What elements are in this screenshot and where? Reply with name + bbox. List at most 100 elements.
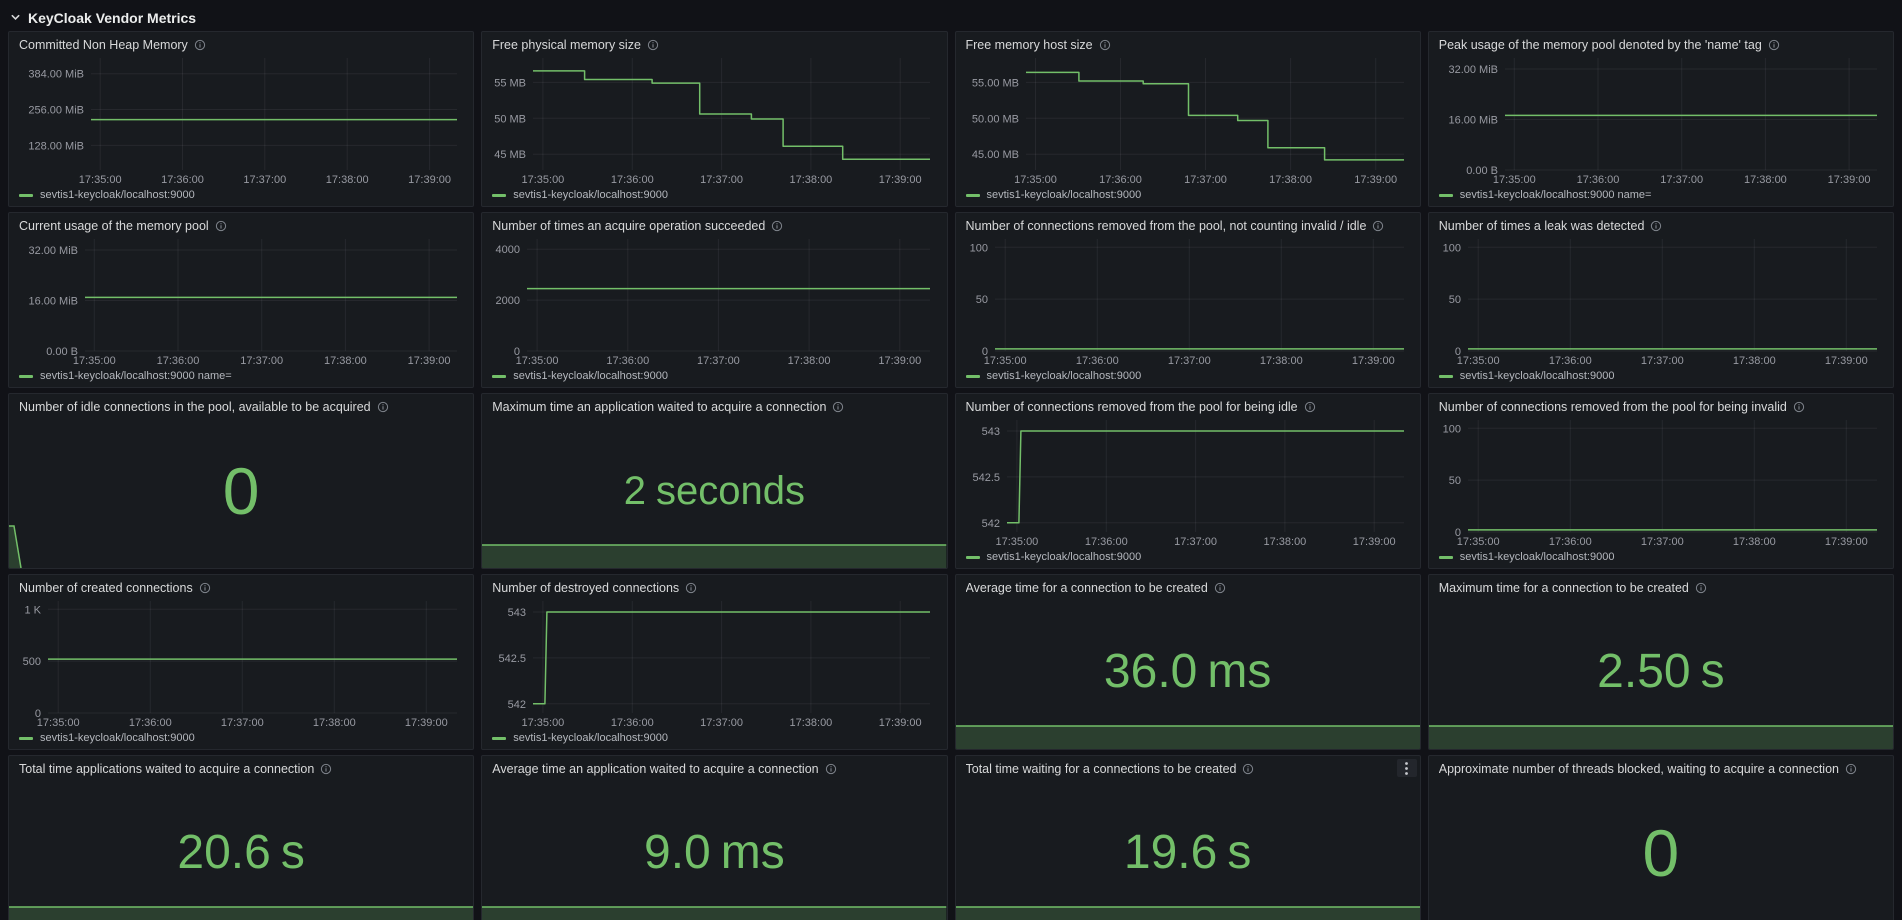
x-axis-labels: 17:35:00 17:36:00 17:37:00 17:38:00 17:39:00	[79, 174, 451, 186]
svg-text:17:35:00: 17:35:00	[73, 355, 116, 367]
legend-item[interactable]: sevtis1-keycloak/localhost:9000 name=	[17, 369, 465, 384]
info-icon[interactable]	[199, 582, 211, 594]
panel-title[interactable]: Number of connections removed from the p…	[965, 400, 1298, 414]
panel-title[interactable]: Maximum time for a connection to be crea…	[1438, 581, 1689, 595]
panel-title[interactable]: Number of connections removed from the p…	[965, 219, 1367, 233]
stat-value: 2 seconds	[624, 471, 805, 511]
svg-text:543: 543	[981, 426, 999, 438]
info-icon[interactable]	[1214, 582, 1226, 594]
svg-text:17:38:00: 17:38:00	[1733, 355, 1776, 367]
panel-title[interactable]: Current usage of the memory pool	[19, 219, 209, 233]
panel-title[interactable]: Total time waiting for a connections to …	[965, 762, 1237, 776]
info-icon[interactable]	[825, 763, 837, 775]
info-icon[interactable]	[1099, 39, 1111, 51]
info-icon[interactable]	[647, 39, 659, 51]
svg-text:17:39:00: 17:39:00	[408, 355, 451, 367]
panel-title[interactable]: Peak usage of the memory pool denoted by…	[1438, 38, 1762, 52]
panel-title[interactable]: Average time an application waited to ac…	[492, 762, 819, 776]
panel-title[interactable]: Committed Non Heap Memory	[19, 38, 188, 52]
info-icon[interactable]	[320, 763, 332, 775]
legend-item[interactable]: sevtis1-keycloak/localhost:9000	[17, 731, 465, 746]
panel-title[interactable]: Number of connections removed from the p…	[1438, 400, 1787, 414]
legend-item[interactable]: sevtis1-keycloak/localhost:9000	[1437, 550, 1885, 565]
stat-number: 36.0	[1103, 645, 1198, 698]
legend-item[interactable]: sevtis1-keycloak/localhost:9000	[964, 369, 1412, 384]
panel-title[interactable]: Average time for a connection to be crea…	[965, 581, 1208, 595]
info-icon[interactable]	[1793, 401, 1805, 413]
timeseries-chart[interactable]: 542 542.5 543 17:35:00 17:36:00 17:37:00 17:38…	[490, 597, 938, 730]
timeseries-chart[interactable]: 0.00 B 16.00 MiB 32.00 MiB 17:35:00 17:36:00…	[1437, 54, 1885, 187]
info-icon[interactable]	[1845, 763, 1857, 775]
info-icon[interactable]	[832, 401, 844, 413]
panel-body: 0.00 B 16.00 MiB 32.00 MiB 17:35:00 17:36:00…	[1429, 52, 1893, 206]
panel-title[interactable]: Approximate number of threads blocked, w…	[1438, 762, 1839, 776]
info-icon[interactable]	[685, 582, 697, 594]
info-icon[interactable]	[771, 220, 783, 232]
svg-text:17:35:00: 17:35:00	[1493, 174, 1536, 186]
panel-title[interactable]: Number of times a leak was detected	[1438, 219, 1645, 233]
stat-sparkline	[482, 542, 947, 568]
panel-title[interactable]: Free memory host size	[965, 38, 1093, 52]
timeseries-chart[interactable]: 542 542.5 543 17:35:00 17:36:00 17:37:00 17:38…	[964, 416, 1412, 549]
panel-number-of-times-an-acquire-operation-succe: Number of times an acquire operation suc…	[481, 212, 948, 388]
panel-title[interactable]: Free physical memory size	[492, 38, 641, 52]
timeseries-chart[interactable]: 0.00 B 16.00 MiB 32.00 MiB 17:35:00 17:36:00…	[17, 235, 465, 368]
svg-text:17:39:00: 17:39:00	[879, 174, 922, 186]
svg-text:500: 500	[23, 656, 41, 668]
svg-text:17:37:00: 17:37:00	[243, 174, 286, 186]
panel-body: 542 542.5 543 17:35:00 17:36:00 17:37:00 17:38…	[956, 414, 1420, 568]
legend-item[interactable]: sevtis1-keycloak/localhost:9000	[17, 188, 465, 203]
info-icon[interactable]	[194, 39, 206, 51]
svg-text:45 MB: 45 MB	[494, 149, 526, 161]
panel-header: Number of times an acquire operation suc…	[482, 213, 946, 233]
dashboard-row-header[interactable]: KeyCloak Vendor Metrics	[0, 0, 1902, 28]
panel-header: Number of connections removed from the p…	[956, 394, 1420, 414]
info-icon[interactable]	[1650, 220, 1662, 232]
legend-item[interactable]: sevtis1-keycloak/localhost:9000 name=	[1437, 188, 1885, 203]
svg-text:17:38:00: 17:38:00	[788, 355, 831, 367]
panel-title[interactable]: Number of created connections	[19, 581, 193, 595]
panel-title[interactable]: Number of times an acquire operation suc…	[492, 219, 766, 233]
svg-text:17:36:00: 17:36:00	[1549, 355, 1592, 367]
info-icon[interactable]	[215, 220, 227, 232]
legend-label: sevtis1-keycloak/localhost:9000	[1459, 551, 1615, 563]
info-icon[interactable]	[1304, 401, 1316, 413]
svg-text:17:36:00: 17:36:00	[161, 174, 204, 186]
legend-item[interactable]: sevtis1-keycloak/localhost:9000	[964, 188, 1412, 203]
stat-value: 0	[223, 458, 260, 524]
info-icon[interactable]	[1372, 220, 1384, 232]
stat-value: 19.6 s	[1124, 829, 1251, 877]
legend-item[interactable]: sevtis1-keycloak/localhost:9000	[490, 369, 938, 384]
timeseries-chart[interactable]: 0 2000 4000 17:35:00 17:36:00 17:37:00 17:38:0…	[490, 235, 938, 368]
legend-item[interactable]: sevtis1-keycloak/localhost:9000	[964, 550, 1412, 565]
x-axis-labels: 17:35:00 17:36:00 17:37:00 17:38:00 17:39:00	[73, 355, 451, 367]
panel-title[interactable]: Number of destroyed connections	[492, 581, 680, 595]
panel-total-time-applications-waited-to-acquire-: Total time applications waited to acquir…	[8, 755, 475, 920]
svg-text:17:38:00: 17:38:00	[326, 174, 369, 186]
info-icon[interactable]	[1768, 39, 1780, 51]
series-line	[1006, 430, 1404, 524]
panel-title[interactable]: Number of idle connections in the pool, …	[19, 400, 371, 414]
legend-label: sevtis1-keycloak/localhost:9000	[40, 189, 195, 201]
panel-title[interactable]: Maximum time an application waited to ac…	[492, 400, 827, 414]
info-icon[interactable]	[377, 401, 389, 413]
panel-average-time-an-application-waited-to-acqu: Average time an application waited to ac…	[481, 755, 948, 920]
panel-title[interactable]: Total time applications waited to acquir…	[19, 762, 315, 776]
svg-text:50: 50	[975, 294, 987, 306]
grid-lines	[48, 601, 457, 714]
legend-item[interactable]: sevtis1-keycloak/localhost:9000	[490, 188, 938, 203]
legend-item[interactable]: sevtis1-keycloak/localhost:9000	[1437, 369, 1885, 384]
info-icon[interactable]	[1695, 582, 1707, 594]
svg-text:542.5: 542.5	[499, 653, 527, 665]
info-icon[interactable]	[1242, 763, 1254, 775]
timeseries-chart[interactable]: 45.00 MB 50.00 MB 55.00 MB 17:35:00 17:36:00…	[964, 54, 1412, 187]
panel-body: 45 MB 50 MB 55 MB 17:35:00 17:36:00 17:37:00 1…	[482, 52, 946, 206]
legend-item[interactable]: sevtis1-keycloak/localhost:9000	[490, 731, 938, 746]
panel-menu-button[interactable]	[1396, 759, 1417, 777]
